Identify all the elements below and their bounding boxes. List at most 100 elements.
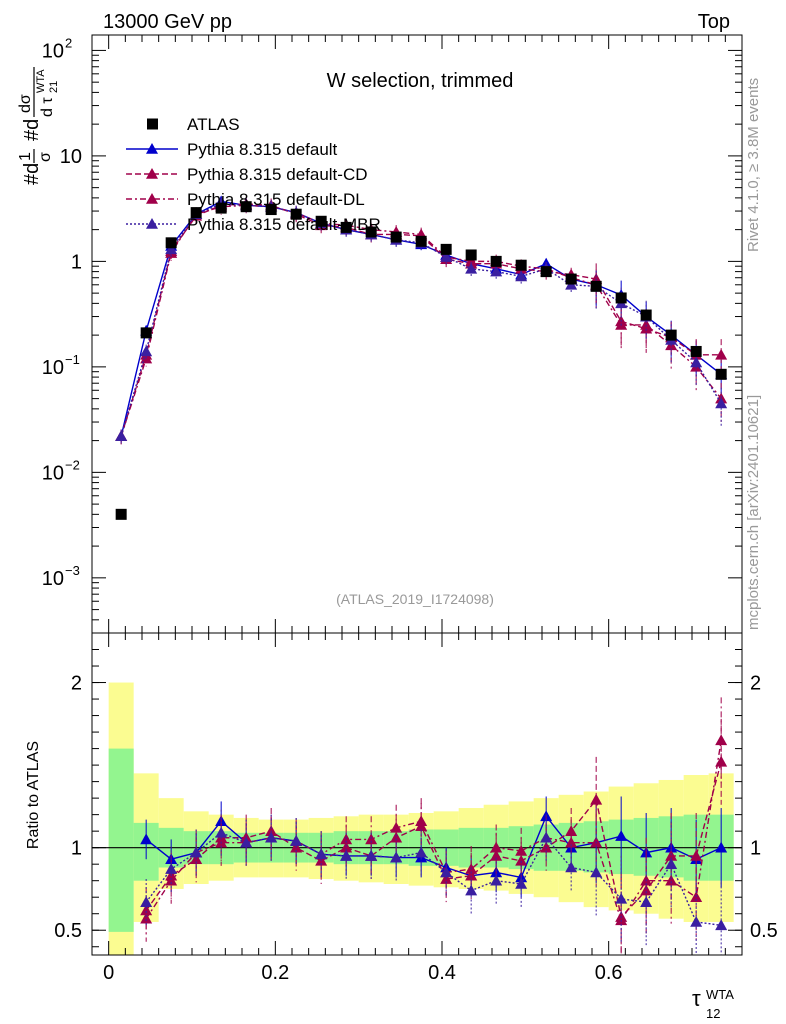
x-label-superscript: WTA [706, 987, 734, 1002]
ratio-point-triangle [390, 821, 403, 833]
data-point-triangle [690, 356, 703, 368]
data-point-triangle [715, 348, 728, 360]
atlas-data-point [140, 327, 152, 339]
mcplots-reference-label: mcplots.cern.ch [arXiv:2401.10621] [745, 395, 762, 630]
atlas-data-point [190, 207, 202, 219]
atlas-data-point [515, 259, 527, 271]
ratio-point-triangle [140, 896, 153, 907]
ratio-y-axis-label: Ratio to ATLAS [25, 741, 42, 849]
ratio-y-tick-label-right: 2 [750, 673, 761, 695]
atlas-data-point [490, 255, 502, 267]
x-label-subscript: 12 [706, 1006, 720, 1021]
ratio-y-tick-label: 1 [71, 838, 82, 860]
legend-label: Pythia 8.315 default-MBR [187, 215, 381, 234]
legend-label: Pythia 8.315 default [187, 140, 338, 159]
ratio-point-triangle [440, 866, 453, 878]
main-x-axis-ticks [108, 35, 743, 633]
atlas-data-point [365, 226, 377, 238]
ratio-point-triangle [215, 826, 228, 838]
ratio-point-triangle [140, 912, 153, 924]
ratio-point-triangle [190, 846, 203, 858]
ratio-point-triangle [290, 835, 303, 846]
ratio-y-tick-label: 2 [71, 673, 82, 695]
ratio-point-triangle [490, 841, 503, 853]
legend-marker-triangle [146, 168, 158, 179]
ratio-point-triangle [340, 833, 353, 845]
ratio-point-triangle [715, 919, 728, 931]
data-point-triangle [165, 243, 178, 255]
legend-label: ATLAS [187, 115, 240, 134]
ratio-y-tick-label: 0.5 [54, 920, 82, 942]
data-point-triangle [115, 430, 128, 442]
atlas-data-point [415, 235, 427, 247]
ratio-x-axis-ticks: 0 0.2 0.4 0.6 [103, 633, 743, 984]
ratio-series-line-4 [145, 832, 722, 926]
ratio-point-triangle [365, 849, 378, 861]
atlas-data-point [690, 345, 702, 357]
ratio-point-triangle [165, 863, 178, 874]
legend-marker-triangle [146, 193, 158, 204]
atlas-data-point [240, 201, 252, 213]
data-point-triangle [465, 255, 478, 267]
ratio-point-triangle [515, 844, 528, 856]
ratio-plot-marks [140, 697, 728, 955]
ratio-point-triangle [390, 851, 403, 863]
x-tick-label: 0.6 [595, 962, 623, 984]
data-point-triangle [715, 397, 728, 409]
x-tick-label: 0 [103, 962, 114, 984]
legend-label: Pythia 8.315 default-CD [187, 165, 368, 184]
main-y-tick-exponent: −3 [65, 563, 80, 578]
x-label-tau: τ [692, 986, 701, 1011]
y-label-dtau: d τ [39, 97, 56, 117]
data-point-triangle [640, 318, 653, 330]
y-label-sigma: σ [37, 152, 54, 162]
atlas-data-point [465, 249, 477, 261]
analysis-watermark: (ATLAS_2019_I1724098) [336, 591, 494, 607]
atlas-data-point [640, 309, 652, 321]
main-plot-marks [115, 195, 728, 520]
data-point-triangle [440, 251, 453, 262]
main-y-tick-exponent: −2 [65, 457, 80, 472]
ratio-point-triangle [715, 841, 728, 853]
legend: ATLAS Pythia 8.315 default Pythia 8.315 de… [126, 115, 381, 234]
ratio-point-triangle [540, 831, 553, 843]
x-tick-label: 0.2 [261, 962, 289, 984]
main-y-axis-label: #d 1 σ #d dσ d τ 21 WTA [17, 67, 60, 185]
atlas-data-point [290, 208, 302, 220]
main-y-tick-label: 10 [42, 568, 64, 590]
ratio-point-triangle [665, 858, 678, 869]
ratio-series-line-3 [145, 740, 722, 922]
ratio-point-triangle [415, 846, 428, 858]
main-y-tick-label: 10 [42, 462, 64, 484]
header-process-label: Top [698, 11, 730, 33]
ratio-uncertainty-bands [92, 682, 742, 955]
y-label-tau-superscript: WTA [35, 69, 47, 93]
svg-text:#d: #d [21, 163, 43, 185]
y-label-hash-a: #d [21, 163, 43, 185]
ratio-point-triangle [315, 848, 328, 860]
ratio-point-triangle [565, 861, 578, 873]
atlas-data-point [390, 231, 402, 243]
rivet-version-label: Rivet 4.1.0, ≥ 3.8M events [745, 78, 762, 252]
ratio-y-tick-label-right: 0.5 [750, 920, 778, 942]
ratio-y-axis-ticks: 0.5 0.5 1 1 2 2 [54, 649, 778, 948]
ratio-point-triangle [240, 836, 253, 848]
atlas-data-point [265, 204, 277, 216]
ratio-y-tick-label-right: 1 [750, 838, 761, 860]
ratio-point-triangle [415, 815, 428, 827]
legend-label: Pythia 8.315 default-DL [187, 190, 365, 209]
ratio-point-triangle [490, 874, 503, 886]
main-y-tick-label: 10 [60, 146, 82, 168]
main-y-tick-exponent: 2 [65, 35, 72, 50]
atlas-data-point [540, 266, 552, 278]
legend-marker-triangle [146, 143, 158, 154]
ratio-point-triangle [615, 830, 628, 841]
ratio-point-triangle [140, 833, 153, 845]
ratio-plot-frame [91, 632, 743, 956]
ratio-point-triangle [165, 874, 178, 886]
ratio-point-triangle [515, 877, 528, 889]
atlas-data-point [590, 280, 602, 292]
